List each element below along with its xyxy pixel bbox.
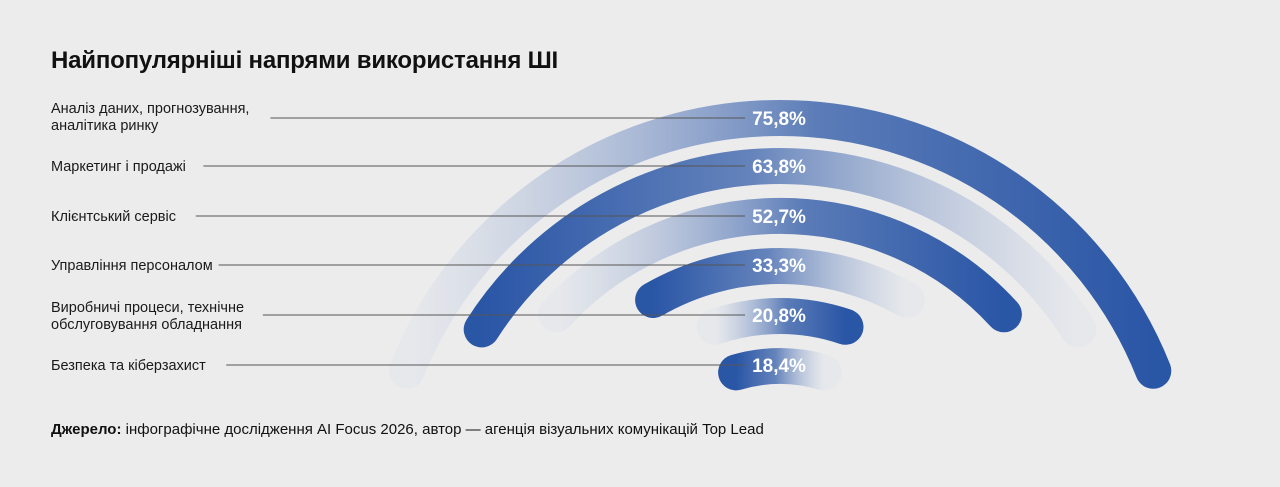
- category-labels: Аналіз даних, прогнозування,аналітика ри…: [51, 101, 249, 374]
- category-label: Клієнтський сервіс: [51, 209, 176, 225]
- value-label: 33,3%: [752, 256, 806, 277]
- arc-bar: [463, 148, 1097, 348]
- value-label: 63,8%: [752, 157, 806, 178]
- category-label: Маркетинг і продажі: [51, 159, 186, 175]
- source-note: Джерело: інфографічне дослідження AI Foc…: [51, 421, 764, 438]
- value-label: 18,4%: [752, 356, 806, 377]
- category-label: аналітика ринку: [51, 118, 159, 134]
- chart-title: Найпопулярніші напрями використання ШІ: [51, 47, 558, 74]
- source-label: Джерело:: [51, 421, 122, 438]
- category-label: Управління персоналом: [51, 258, 213, 274]
- arc-bar: [718, 348, 842, 391]
- category-label: Безпека та кіберзахист: [51, 358, 206, 374]
- value-label: 20,8%: [752, 306, 806, 327]
- value-label: 52,7%: [752, 207, 806, 228]
- leader-lines: [195, 117, 745, 366]
- category-label: Виробничі процеси, технічне: [51, 300, 244, 316]
- source-text: інфографічне дослідження AI Focus 2026, …: [121, 421, 764, 438]
- arc-bars: [388, 99, 1172, 391]
- arc-bar: [635, 248, 925, 318]
- value-labels: 75,8% 63,8% 52,7% 33,3% 20,8% 18,4%: [752, 109, 806, 377]
- arc-bar: [696, 298, 864, 345]
- category-label: обслуговування обладнання: [51, 317, 242, 333]
- value-label: 75,8%: [752, 109, 806, 130]
- arc-bar: [538, 198, 1022, 333]
- arc-bar: [388, 99, 1172, 389]
- category-label: Аналіз даних, прогнозування,: [51, 101, 249, 117]
